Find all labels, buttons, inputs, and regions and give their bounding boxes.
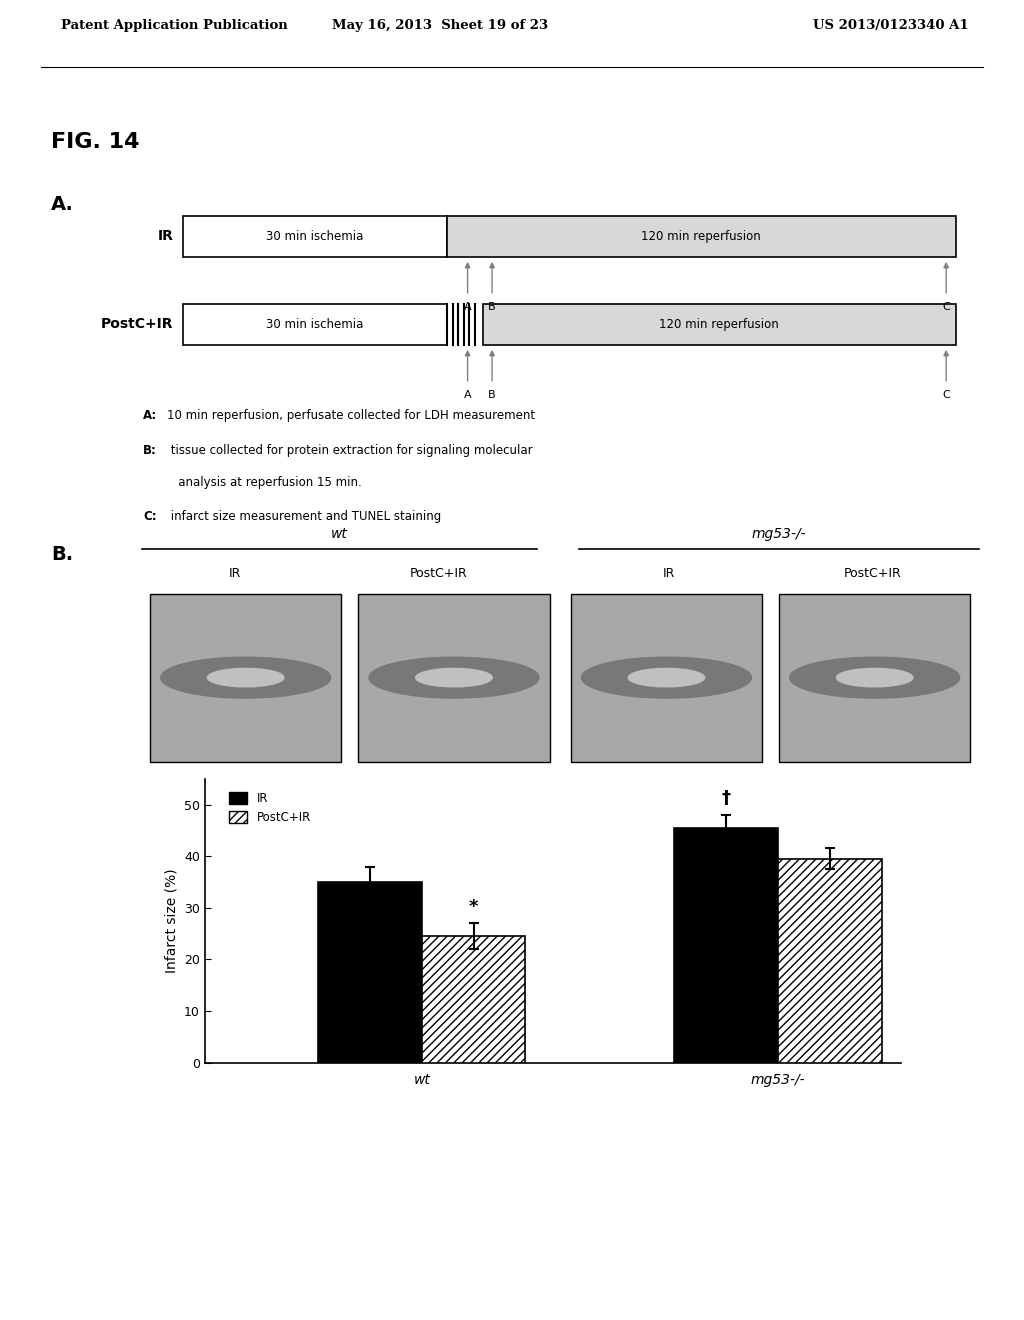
Text: A:: A: <box>143 409 158 421</box>
Text: tissue collected for protein extraction for signaling molecular: tissue collected for protein extraction … <box>167 444 532 457</box>
Text: 10 min reperfusion, perfusate collected for LDH measurement: 10 min reperfusion, perfusate collected … <box>167 409 535 421</box>
Circle shape <box>790 657 959 698</box>
Circle shape <box>416 668 493 686</box>
FancyBboxPatch shape <box>358 594 550 762</box>
Circle shape <box>369 657 539 698</box>
Legend: IR, PostC+IR: IR, PostC+IR <box>224 788 315 829</box>
Text: wt: wt <box>331 527 348 541</box>
Text: FIG. 14: FIG. 14 <box>51 132 139 152</box>
Text: 30 min ischemia: 30 min ischemia <box>266 318 364 331</box>
Circle shape <box>582 657 752 698</box>
Bar <box>675 828 778 1063</box>
Circle shape <box>208 668 284 686</box>
FancyBboxPatch shape <box>779 594 971 762</box>
Text: B: B <box>488 389 496 400</box>
Circle shape <box>628 668 705 686</box>
Bar <box>422 936 525 1063</box>
Circle shape <box>837 668 913 686</box>
Text: B: B <box>488 302 496 312</box>
Text: PostC+IR: PostC+IR <box>844 568 901 579</box>
Text: infarct size measurement and TUNEL staining: infarct size measurement and TUNEL stain… <box>167 510 441 523</box>
Text: A.: A. <box>51 195 74 214</box>
Text: May 16, 2013  Sheet 19 of 23: May 16, 2013 Sheet 19 of 23 <box>332 18 549 32</box>
Text: analysis at reperfusion 15 min.: analysis at reperfusion 15 min. <box>167 477 361 490</box>
Text: Patent Application Publication: Patent Application Publication <box>61 18 288 32</box>
Text: PostC+IR: PostC+IR <box>411 568 468 579</box>
Text: PostC+IR: PostC+IR <box>101 317 174 331</box>
Bar <box>318 882 422 1063</box>
Text: †: † <box>722 789 731 807</box>
Text: 120 min reperfusion: 120 min reperfusion <box>641 230 761 243</box>
Text: IR: IR <box>229 568 242 579</box>
Text: IR: IR <box>663 568 675 579</box>
Text: B.: B. <box>51 545 74 564</box>
Text: IR: IR <box>158 230 174 243</box>
Text: *: * <box>469 898 478 916</box>
Text: 120 min reperfusion: 120 min reperfusion <box>659 318 779 331</box>
FancyBboxPatch shape <box>482 304 955 345</box>
Text: A: A <box>464 389 471 400</box>
Text: A: A <box>464 302 471 312</box>
FancyBboxPatch shape <box>183 216 446 257</box>
Text: C: C <box>942 302 950 312</box>
FancyBboxPatch shape <box>151 594 341 762</box>
Y-axis label: Infarct size (%): Infarct size (%) <box>165 869 178 973</box>
Bar <box>778 859 882 1063</box>
Text: C:: C: <box>143 510 157 523</box>
Text: mg53-/-: mg53-/- <box>752 527 806 541</box>
Text: US 2013/0123340 A1: US 2013/0123340 A1 <box>813 18 969 32</box>
FancyBboxPatch shape <box>183 304 446 345</box>
Circle shape <box>161 657 331 698</box>
FancyBboxPatch shape <box>570 594 762 762</box>
Text: C: C <box>942 389 950 400</box>
Text: 30 min ischemia: 30 min ischemia <box>266 230 364 243</box>
Text: B:: B: <box>143 444 158 457</box>
FancyBboxPatch shape <box>446 216 955 257</box>
